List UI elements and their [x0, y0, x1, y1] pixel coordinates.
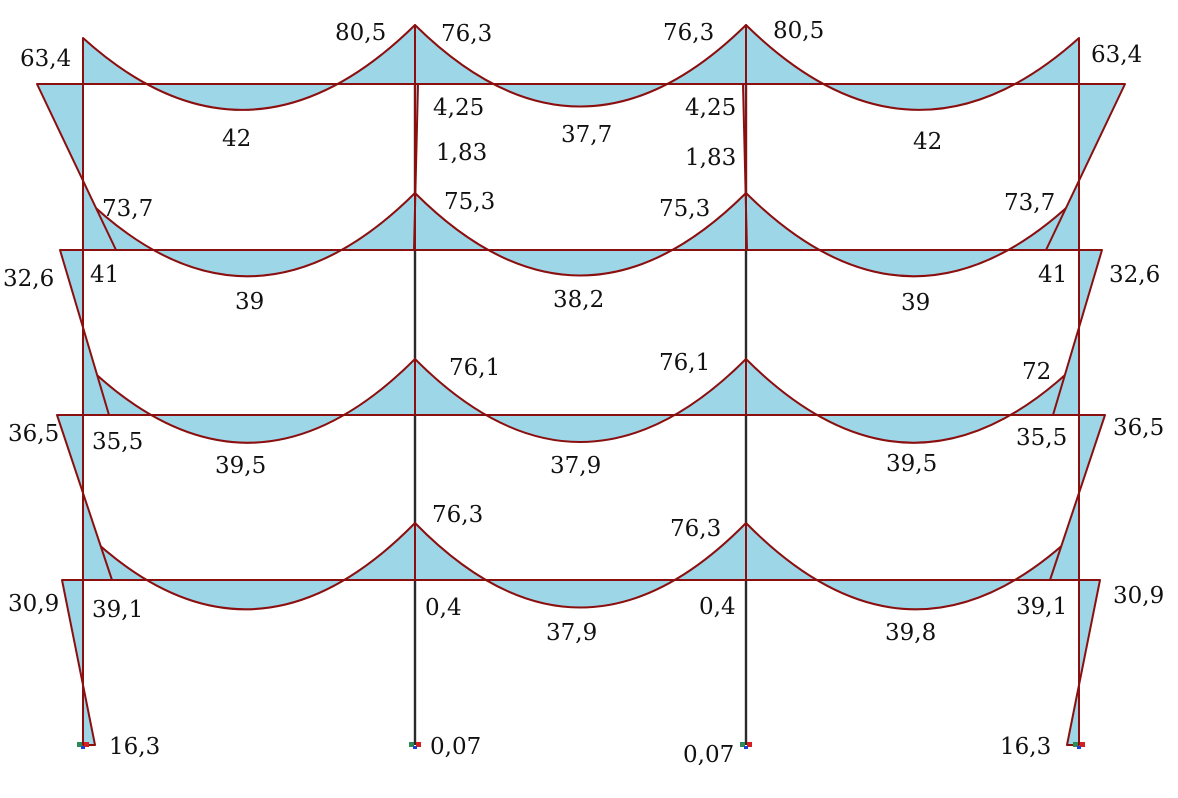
column-4-storey-2-moment [1049, 414, 1106, 581]
label-f3-right-top: 73,7 [1004, 190, 1055, 216]
label-col3-top-b: 1,83 [685, 145, 736, 171]
floor-2-span-3-moment [745, 358, 1080, 444]
column-3-top-moment [742, 83, 748, 251]
column-moment-diagrams [36, 83, 1126, 746]
label-col3-top-a: 4,25 [685, 95, 736, 121]
column-4-storey-1-moment [1066, 579, 1101, 746]
label-f3-span-3: 39 [901, 290, 930, 316]
column-4-storey-4-moment [1045, 83, 1126, 251]
label-roof-col2-left: 80,5 [335, 20, 386, 46]
roof-span-3-moment [745, 24, 1080, 111]
label-base-col2: 0,07 [430, 734, 481, 760]
beam-moment-diagrams [82, 24, 1080, 611]
label-f1-right-outer: 30,9 [1113, 583, 1164, 609]
label-f2-right-outer: 36,5 [1113, 415, 1164, 441]
floor-1-span-1-moment [82, 522, 416, 611]
label-f2-left-inner: 35,5 [92, 429, 143, 455]
label-f1-left-inner: 39,1 [92, 597, 143, 623]
floor-3-span-1-moment [82, 192, 416, 278]
roof-span-1-moment [82, 24, 416, 111]
label-base-col4: 16,3 [1000, 734, 1051, 760]
label-f3-col2-right: 75,3 [444, 189, 495, 215]
label-base-col3: 0,07 [683, 742, 734, 768]
label-col2-top-b: 1,83 [436, 140, 487, 166]
label-f3-span-1: 39 [235, 289, 264, 315]
moment-value-labels: 63,4 63,4 80,5 76,3 76,3 80,5 42 37,7 42… [3, 18, 1164, 768]
label-f1-col2-bottom: 0,4 [425, 595, 462, 621]
label-roof-span-2: 37,7 [561, 122, 612, 148]
label-f3-col3-left: 75,3 [659, 196, 710, 222]
label-f2-span-2: 37,9 [550, 453, 601, 479]
column-1-storey-2-moment [56, 414, 113, 581]
support-4 [1073, 742, 1085, 749]
label-f3-left-inner: 41 [90, 262, 119, 288]
label-roof-col2-right: 76,3 [441, 21, 492, 47]
column-4-storey-3-moment [1052, 249, 1103, 416]
label-col2-top-a: 4,25 [433, 95, 484, 121]
supports [77, 742, 1085, 749]
label-f2-col2-right: 76,1 [449, 355, 500, 381]
floor-3-span-2-moment [414, 192, 747, 277]
label-base-col1: 16,3 [109, 734, 160, 760]
floor-1-span-2-moment [414, 522, 747, 609]
support-3 [740, 742, 752, 749]
label-f3-left-top: 73,7 [102, 196, 153, 222]
label-f1-right-inner: 39,1 [1016, 594, 1067, 620]
label-roof-span-3: 42 [913, 129, 942, 155]
label-f1-col3-bottom: 0,4 [699, 594, 736, 620]
label-f3-span-2: 38,2 [553, 287, 604, 313]
roof-span-2-moment [414, 24, 747, 108]
label-f3-left-outer: 32,6 [3, 266, 54, 292]
label-f1-col2-right: 76,3 [432, 502, 483, 528]
label-f1-span-3: 39,8 [885, 620, 936, 646]
floor-2-span-2-moment [414, 358, 747, 443]
floor-3-span-3-moment [745, 192, 1080, 278]
label-f2-right-top: 72 [1022, 359, 1051, 385]
floor-2-span-1-moment [82, 358, 416, 444]
floor-1-span-3-moment [745, 522, 1080, 611]
column-2-top-moment [413, 83, 419, 251]
label-roof-col3-right: 80,5 [773, 18, 824, 44]
label-roof-right-end: 63,4 [1091, 42, 1142, 68]
label-roof-left-end: 63,4 [20, 46, 71, 72]
support-1 [77, 742, 89, 749]
column-1-storey-1-moment [61, 579, 96, 746]
label-f2-span-1: 39,5 [215, 453, 266, 479]
label-f1-span-2: 37,9 [546, 620, 597, 646]
column-1-storey-4-moment [36, 83, 117, 251]
label-f3-right-inner: 41 [1038, 262, 1067, 288]
column-1-storey-3-moment [59, 249, 110, 416]
label-roof-col3-left: 76,3 [663, 20, 714, 46]
label-f2-span-3: 39,5 [886, 451, 937, 477]
label-f2-right-inner: 35,5 [1016, 425, 1067, 451]
support-2 [409, 742, 421, 749]
label-roof-span-1: 42 [222, 126, 251, 152]
label-f2-left-outer: 36,5 [8, 421, 59, 447]
label-f2-col3-left: 76,1 [659, 350, 710, 376]
label-f3-right-outer: 32,6 [1109, 262, 1160, 288]
label-f1-col3-left: 76,3 [670, 516, 721, 542]
label-f1-left-outer: 30,9 [8, 591, 59, 617]
